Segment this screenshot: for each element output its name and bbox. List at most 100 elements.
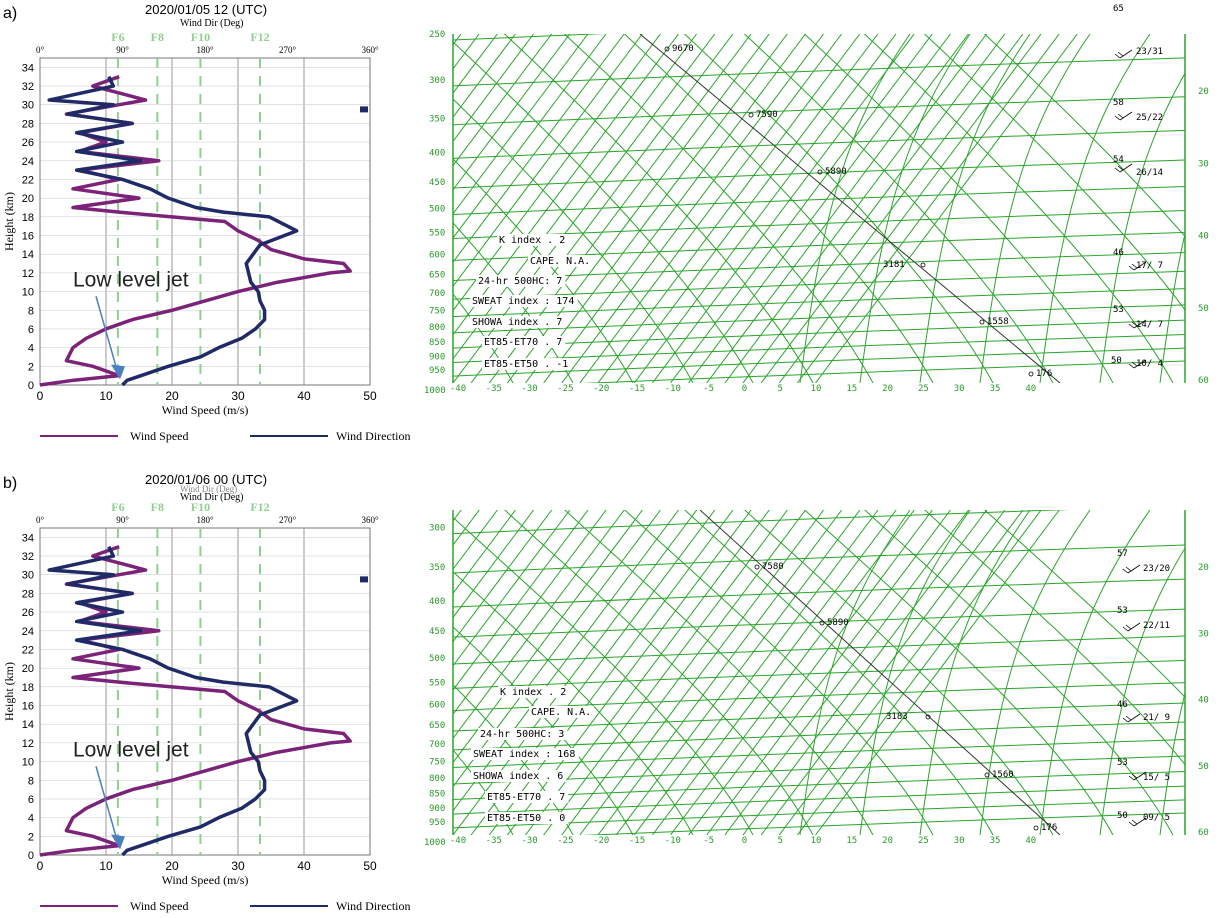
isotherm-line <box>453 34 679 336</box>
isotherm-line <box>778 34 1042 383</box>
isobar-line <box>453 702 1185 732</box>
isobar-line <box>453 159 1185 189</box>
wind-report-label: 23/20 <box>1143 564 1170 574</box>
isobar-line <box>453 578 1185 608</box>
isobar-line <box>453 510 1070 535</box>
dry-adiabat-line <box>864 510 1174 835</box>
right-axis-label: 50 <box>1198 304 1209 314</box>
temperature-tick-label: 10 <box>811 384 822 394</box>
height-label: 7580 <box>762 562 784 572</box>
isotherm-line <box>670 510 915 835</box>
wind-report-label: 15/ 5 <box>1143 773 1170 783</box>
isobar-line <box>453 186 1185 215</box>
pressure-label: 550 <box>429 678 445 688</box>
isotherm-line <box>453 34 571 191</box>
temperature-tick-label: -15 <box>629 384 645 394</box>
isotherm-line <box>706 510 951 835</box>
wind-profile-panel-0: a) 2020/01/05 12 (UTC)Wind Dir (Deg) F6 F8 F… <box>2 2 411 443</box>
panel-tag: b) <box>3 475 17 492</box>
top-tick-label: 270° <box>279 45 297 55</box>
isotherm-line <box>651 510 897 835</box>
right-axis-label: 60 <box>1198 828 1209 838</box>
wind-direction-marker <box>360 576 368 583</box>
isotherm-line <box>453 510 462 522</box>
temperature-tick-label: -25 <box>557 836 573 846</box>
dry-adiabat-line <box>863 34 1174 383</box>
temperature-tick-label: -40 <box>450 836 466 846</box>
dry-adiabat-line <box>923 34 1185 311</box>
y-tick-label: 34 <box>22 62 34 74</box>
wind-barb-icon <box>1122 622 1141 632</box>
isotherm-line <box>506 34 770 383</box>
moist-adiabat-line <box>979 510 1091 835</box>
temperature-tick-label: 25 <box>918 836 929 846</box>
moist-adiabat-line <box>1099 72 1185 383</box>
y-tick-label: 16 <box>22 701 34 713</box>
isobar-line <box>453 270 1185 300</box>
isotherm-line <box>615 510 861 835</box>
height-marker <box>1028 371 1034 377</box>
isotherm-line <box>470 34 734 383</box>
pressure-label: 300 <box>429 76 445 86</box>
isotherm-line <box>760 510 1006 835</box>
height-label: 9670 <box>672 44 694 54</box>
temperature-tick-label: -20 <box>593 384 609 394</box>
temperature-tick-label: 0 <box>742 384 747 394</box>
y-tick-label: 2 <box>28 831 34 843</box>
pressure-label: 400 <box>429 148 445 158</box>
isotherm-line <box>453 34 553 167</box>
flight-level-label: F8 <box>151 30 164 44</box>
temperature-tick-label: 10 <box>811 836 822 846</box>
temperature-tick-label: -35 <box>486 384 502 394</box>
y-axis-title: Height (km) <box>2 662 16 721</box>
isotherm-line <box>670 34 933 383</box>
isotherm-line <box>579 510 825 835</box>
index-label-bg <box>497 234 569 246</box>
stability-index-text: SHOWA index . 6 <box>473 771 563 782</box>
x-tick-label: 20 <box>165 389 179 403</box>
dry-adiabat-line <box>503 34 814 383</box>
pressure-label: 600 <box>429 250 445 260</box>
wind-barb-icon <box>1128 359 1147 369</box>
height-label: 3183 <box>886 712 908 722</box>
wind-report-label: 22/11 <box>1143 621 1170 631</box>
isotherm-line <box>561 34 824 383</box>
y-tick-label: 26 <box>22 137 34 149</box>
moist-adiabat-line <box>799 510 911 835</box>
wind-barb-icon <box>1128 319 1147 329</box>
y-tick-label: 22 <box>22 644 34 656</box>
x-tick-label: 50 <box>363 389 377 403</box>
pressure-label: 800 <box>429 774 445 784</box>
wind-barb-icon <box>1128 817 1147 827</box>
y-tick-label: 22 <box>22 174 34 186</box>
pressure-label: 700 <box>429 740 445 750</box>
isotherm-line <box>453 34 607 239</box>
temperature-tick-label: -40 <box>450 384 466 394</box>
right-axis-label: 20 <box>1198 563 1209 573</box>
moist-adiabat-line <box>859 34 971 383</box>
pressure-label: 500 <box>429 654 445 664</box>
height-reference-line <box>639 34 1061 383</box>
pressure-label: 700 <box>429 289 445 299</box>
wind-direction-line <box>47 545 299 857</box>
height-marker <box>979 319 985 325</box>
pressure-label: 950 <box>429 366 445 376</box>
isotherm-line <box>453 34 534 143</box>
height-marker <box>819 620 825 626</box>
index-label-bg <box>471 748 579 760</box>
height-reference-line <box>699 510 1061 835</box>
x-tick-label: 20 <box>165 859 179 873</box>
y-tick-label: 14 <box>22 249 34 261</box>
plot-frame <box>39 527 371 856</box>
isotherm-line <box>815 510 1060 835</box>
isotherm-line <box>525 510 770 835</box>
height-label: 5890 <box>825 167 847 177</box>
temperature-tick-label: -5 <box>703 384 714 394</box>
index-label-bg <box>482 336 566 348</box>
isotherm-line <box>199 510 443 835</box>
dry-adiabat-line <box>803 34 1114 383</box>
isobar-line <box>453 608 1185 638</box>
isotherm-line <box>453 510 535 619</box>
stability-index-text: ET85-ET50 . 0 <box>487 813 565 824</box>
wind-barb-icon <box>1122 564 1141 574</box>
